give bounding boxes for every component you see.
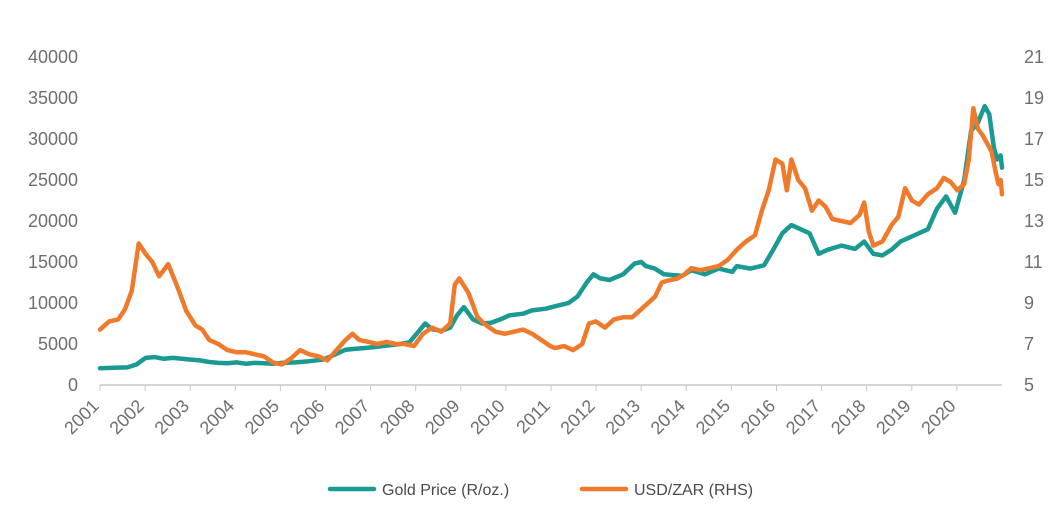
x-tick-label: 2002 <box>105 396 147 438</box>
x-tick-label: 2005 <box>241 396 283 438</box>
x-tick-label: 2013 <box>602 396 644 438</box>
x-tick-label: 2001 <box>60 396 102 438</box>
x-axis: 2001 2002 2003 2004 2005 2006 2007 2008 2009 2010… <box>60 385 960 438</box>
left-y-tick-label: 40000 <box>28 47 78 67</box>
right-y-tick-label: 15 <box>1024 170 1044 190</box>
x-tick-label: 2004 <box>196 396 238 438</box>
gold-price-series-line <box>97 103 1005 371</box>
right-y-axis: 5 7 9 11 13 15 17 19 21 <box>1024 47 1044 395</box>
left-y-tick-label: 0 <box>68 375 78 395</box>
x-tick-label: 2016 <box>737 396 779 438</box>
x-tick-label: 2006 <box>286 396 328 438</box>
right-y-tick-label: 17 <box>1024 129 1044 149</box>
left-y-tick-label: 25000 <box>28 170 78 190</box>
x-tick-label: 2014 <box>647 396 689 438</box>
x-tick-label: 2009 <box>421 396 463 438</box>
left-y-tick-label: 10000 <box>28 293 78 313</box>
x-tick-label: 2003 <box>151 396 193 438</box>
left-y-tick-label: 30000 <box>28 129 78 149</box>
x-tick-label: 2020 <box>917 396 959 438</box>
x-tick-label: 2011 <box>512 396 554 438</box>
left-y-tick-label: 15000 <box>28 252 78 272</box>
right-y-tick-label: 11 <box>1024 252 1043 272</box>
legend-label: USD/ZAR (RHS) <box>634 482 753 499</box>
series-layer <box>97 103 1005 371</box>
right-y-tick-label: 21 <box>1024 47 1044 67</box>
left-y-tick-label: 5000 <box>38 334 78 354</box>
x-tick-label: 2015 <box>692 396 734 438</box>
x-tick-label: 2008 <box>376 396 418 438</box>
x-tick-label: 2007 <box>331 396 373 438</box>
x-tick-label: 2018 <box>827 396 869 438</box>
left-y-tick-label: 20000 <box>28 211 78 231</box>
right-y-tick-label: 7 <box>1024 334 1034 354</box>
left-y-tick-label: 35000 <box>28 88 78 108</box>
x-tick-label: 2019 <box>872 396 914 438</box>
left-y-axis: 0 5000 10000 15000 20000 25000 30000 35000 40000 <box>28 47 78 395</box>
legend-label: Gold Price (R/oz.) <box>382 482 509 499</box>
right-y-tick-label: 5 <box>1024 375 1034 395</box>
right-y-tick-label: 13 <box>1024 211 1044 231</box>
right-y-tick-label: 19 <box>1024 88 1044 108</box>
legend: Gold Price (R/oz.) USD/ZAR (RHS) <box>327 482 753 499</box>
right-y-tick-label: 9 <box>1024 293 1034 313</box>
x-tick-label: 2017 <box>782 396 824 438</box>
x-tick-label: 2010 <box>466 396 508 438</box>
x-tick-label: 2012 <box>556 396 598 438</box>
usd-zar-series-line <box>97 106 1005 367</box>
